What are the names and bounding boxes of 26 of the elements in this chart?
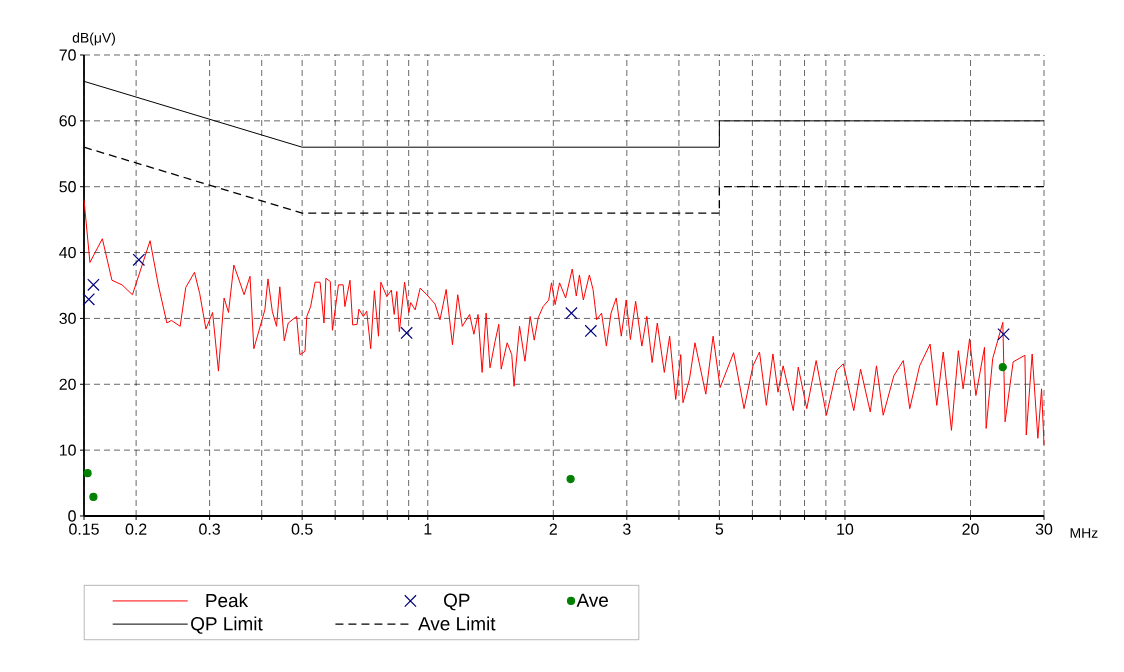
x-tick-label: 20 <box>962 523 979 535</box>
x-tick-label: 2 <box>549 523 557 535</box>
x-tick-label: 0.15 <box>69 523 99 535</box>
y-tick-label: 40 <box>59 246 76 259</box>
y-tick-label: 30 <box>59 312 76 325</box>
x-tick-label: 3 <box>622 523 631 535</box>
legend-label: Ave Limit <box>418 616 496 631</box>
x-tick-label: 0.5 <box>291 523 313 535</box>
legend-label: Peak <box>206 593 249 608</box>
legend-label: QP Limit <box>191 616 263 634</box>
legend-label: QP <box>444 593 470 611</box>
y-tick-label: 20 <box>59 378 76 390</box>
y-tick-label: 50 <box>59 181 76 193</box>
x-tick-label: 0.3 <box>199 523 220 535</box>
x-tick-label: 1 <box>424 523 432 535</box>
y-tick-label: 0 <box>68 510 76 522</box>
y-tick-label: 70 <box>59 49 76 61</box>
y-tick-label: 10 <box>59 444 76 456</box>
x-tick-label: 10 <box>837 523 854 535</box>
x-tick-label: 0.2 <box>125 523 147 535</box>
y-tick-label: 60 <box>59 115 76 127</box>
x-axis-title: MHz <box>1070 528 1098 538</box>
x-tick-label: 30 <box>1035 523 1053 535</box>
x-tick-label: 5 <box>715 523 724 535</box>
legend-label: Ave <box>576 593 608 607</box>
y-axis-title: dB(μV) <box>72 32 115 46</box>
